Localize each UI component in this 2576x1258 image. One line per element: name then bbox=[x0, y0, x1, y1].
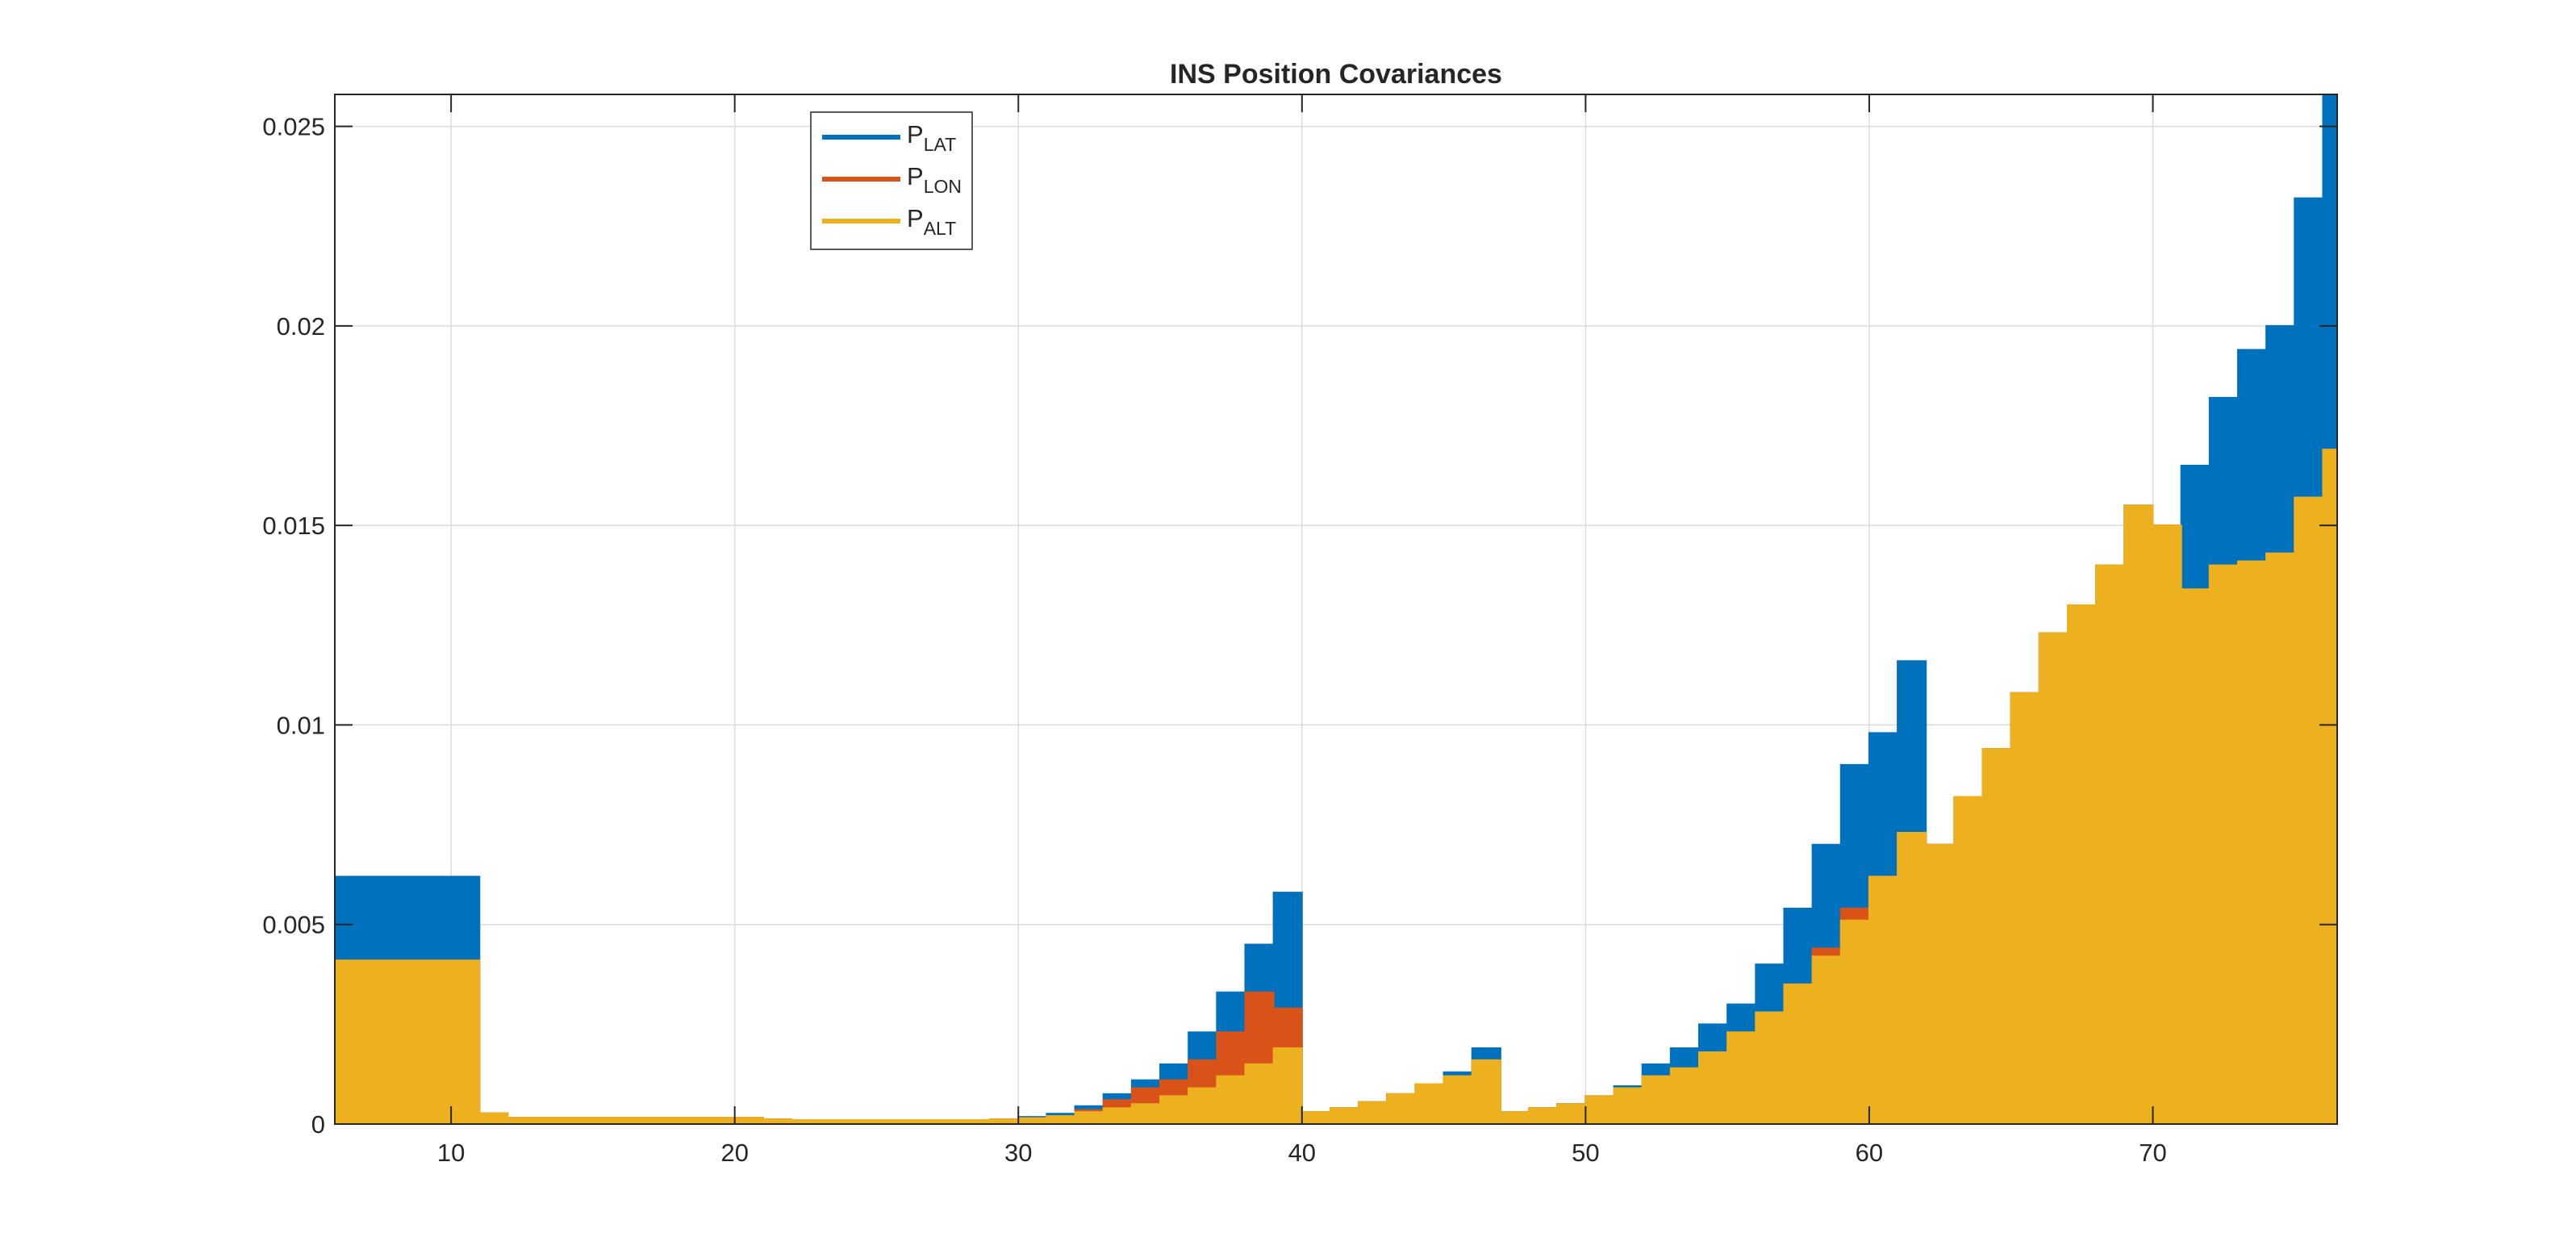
legend-label-subscript: LON bbox=[924, 176, 962, 197]
y-tick-label: 0 bbox=[311, 1110, 325, 1139]
x-tick-label: 50 bbox=[1572, 1139, 1599, 1167]
x-tick-label: 20 bbox=[720, 1139, 748, 1167]
y-tick-label: 0.015 bbox=[262, 512, 325, 540]
axes-box bbox=[334, 94, 2338, 1125]
x-tick-label: 10 bbox=[437, 1139, 465, 1167]
y-tick-label: 0.025 bbox=[262, 113, 325, 141]
y-tick-label: 0.02 bbox=[277, 312, 325, 341]
series-areas bbox=[334, 94, 2338, 1125]
x-tick-label: 30 bbox=[1004, 1139, 1032, 1167]
chart-title: INS Position Covariances bbox=[1170, 59, 1502, 90]
x-tick-label: 60 bbox=[1856, 1139, 1883, 1167]
legend-label-subscript: LAT bbox=[924, 134, 956, 155]
legend-label-subscript: ALT bbox=[924, 218, 956, 239]
tick-marks bbox=[335, 94, 2337, 1125]
x-tick-label: 40 bbox=[1288, 1139, 1316, 1167]
y-tick-label: 0.01 bbox=[277, 711, 325, 739]
x-tick-label: 70 bbox=[2139, 1139, 2166, 1167]
series-area-alt bbox=[334, 449, 2338, 1125]
tick-labels: 10 20 30 40 50 60 70 0 0.005 0.01 0.015 0.02 0.025 bbox=[262, 113, 2166, 1167]
y-tick-label: 0.005 bbox=[262, 911, 325, 939]
